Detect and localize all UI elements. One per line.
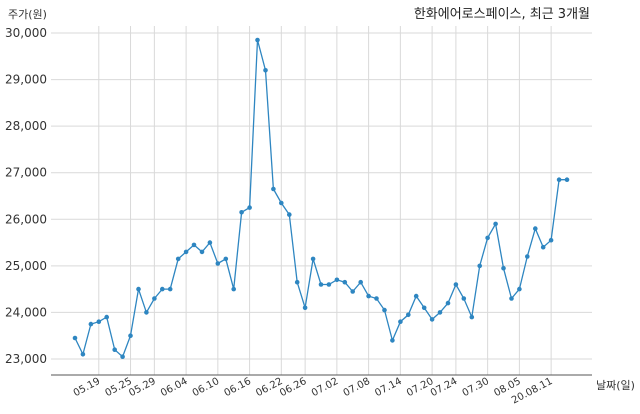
data-point <box>413 293 419 299</box>
y-tick-label: 28,000 <box>5 119 47 133</box>
data-point <box>366 293 371 299</box>
data-point <box>358 279 364 285</box>
data-point <box>247 205 252 210</box>
data-point <box>152 296 157 301</box>
data-point <box>485 235 490 241</box>
data-point <box>374 296 379 301</box>
data-point <box>96 319 102 325</box>
data-point <box>406 312 411 318</box>
chart-title: 한화에어로스페이스, 최근 3개월 <box>414 7 590 22</box>
data-point <box>556 177 562 182</box>
data-point <box>255 37 260 43</box>
data-point <box>199 249 205 255</box>
data-point <box>493 221 498 227</box>
data-point <box>80 352 86 357</box>
data-point <box>429 317 435 322</box>
data-point <box>128 333 133 339</box>
y-tick-labels: 23,000 24,000 25,000 26,000 27,000 28,000 29,0… <box>5 26 47 366</box>
x-tick-label: 07.14 <box>373 376 403 399</box>
data-point <box>382 307 387 313</box>
data-point <box>191 242 197 248</box>
data-point <box>342 279 348 285</box>
x-tick-label: 07.08 <box>342 376 372 399</box>
data-point <box>239 210 244 215</box>
y-tick-label: 26,000 <box>5 212 47 226</box>
data-point <box>287 212 292 217</box>
x-tick-label: 05.29 <box>127 376 157 399</box>
data-point <box>477 263 483 269</box>
data-point <box>398 319 403 325</box>
x-tick-label: 05.19 <box>72 376 102 399</box>
data-point <box>501 265 506 271</box>
x-axis-label: 날짜(일) <box>596 378 635 392</box>
y-tick-label: 29,000 <box>5 73 47 87</box>
y-tick-label: 25,000 <box>5 259 47 273</box>
data-point <box>540 244 546 250</box>
data-point <box>525 254 530 259</box>
data-point <box>112 347 117 353</box>
data-point <box>517 286 522 292</box>
data-point <box>136 286 141 292</box>
series <box>72 37 570 360</box>
data-point <box>72 335 78 341</box>
data-point <box>453 282 459 287</box>
x-tick-label: 06.16 <box>223 376 253 399</box>
data-point <box>437 310 443 315</box>
x-tick-label: 07.24 <box>429 376 459 399</box>
data-point <box>294 279 300 285</box>
data-point <box>350 289 356 294</box>
data-point <box>469 314 475 320</box>
data-point <box>390 338 395 343</box>
y-tick-label: 23,000 <box>5 352 47 366</box>
x-tick-label: 06.26 <box>278 376 308 399</box>
data-point <box>326 282 332 287</box>
data-point <box>461 296 467 301</box>
data-point <box>120 354 125 360</box>
data-point <box>533 226 538 231</box>
data-point <box>167 286 173 292</box>
y-tick-label: 27,000 <box>5 166 47 180</box>
data-point <box>310 256 316 262</box>
x-tick-label: 06.10 <box>191 376 221 399</box>
data-point <box>263 68 268 73</box>
data-point <box>88 321 94 327</box>
data-point <box>421 305 427 311</box>
data-point <box>104 314 109 320</box>
data-point <box>231 286 236 292</box>
data-point <box>271 186 276 192</box>
x-tick-label: 06.04 <box>159 376 189 399</box>
x-tick-label: 07.02 <box>310 376 340 399</box>
data-point <box>144 310 149 315</box>
data-point <box>175 256 181 262</box>
y-tick-label: 24,000 <box>5 305 47 319</box>
data-point <box>183 249 189 255</box>
y-tick-label: 30,000 <box>5 26 47 40</box>
data-point <box>445 300 451 306</box>
data-point <box>160 286 165 292</box>
data-point <box>207 240 213 245</box>
data-point <box>302 305 308 311</box>
data-point <box>564 177 570 182</box>
series-line <box>74 39 567 358</box>
data-point <box>215 261 221 266</box>
data-point <box>223 256 229 262</box>
data-point <box>318 282 324 287</box>
data-point <box>509 296 514 301</box>
data-point <box>334 277 340 283</box>
x-tick-label: 07.30 <box>461 376 491 399</box>
data-point <box>548 237 554 243</box>
data-point <box>279 200 284 206</box>
y-axis-label: 주가(원) <box>8 8 47 21</box>
